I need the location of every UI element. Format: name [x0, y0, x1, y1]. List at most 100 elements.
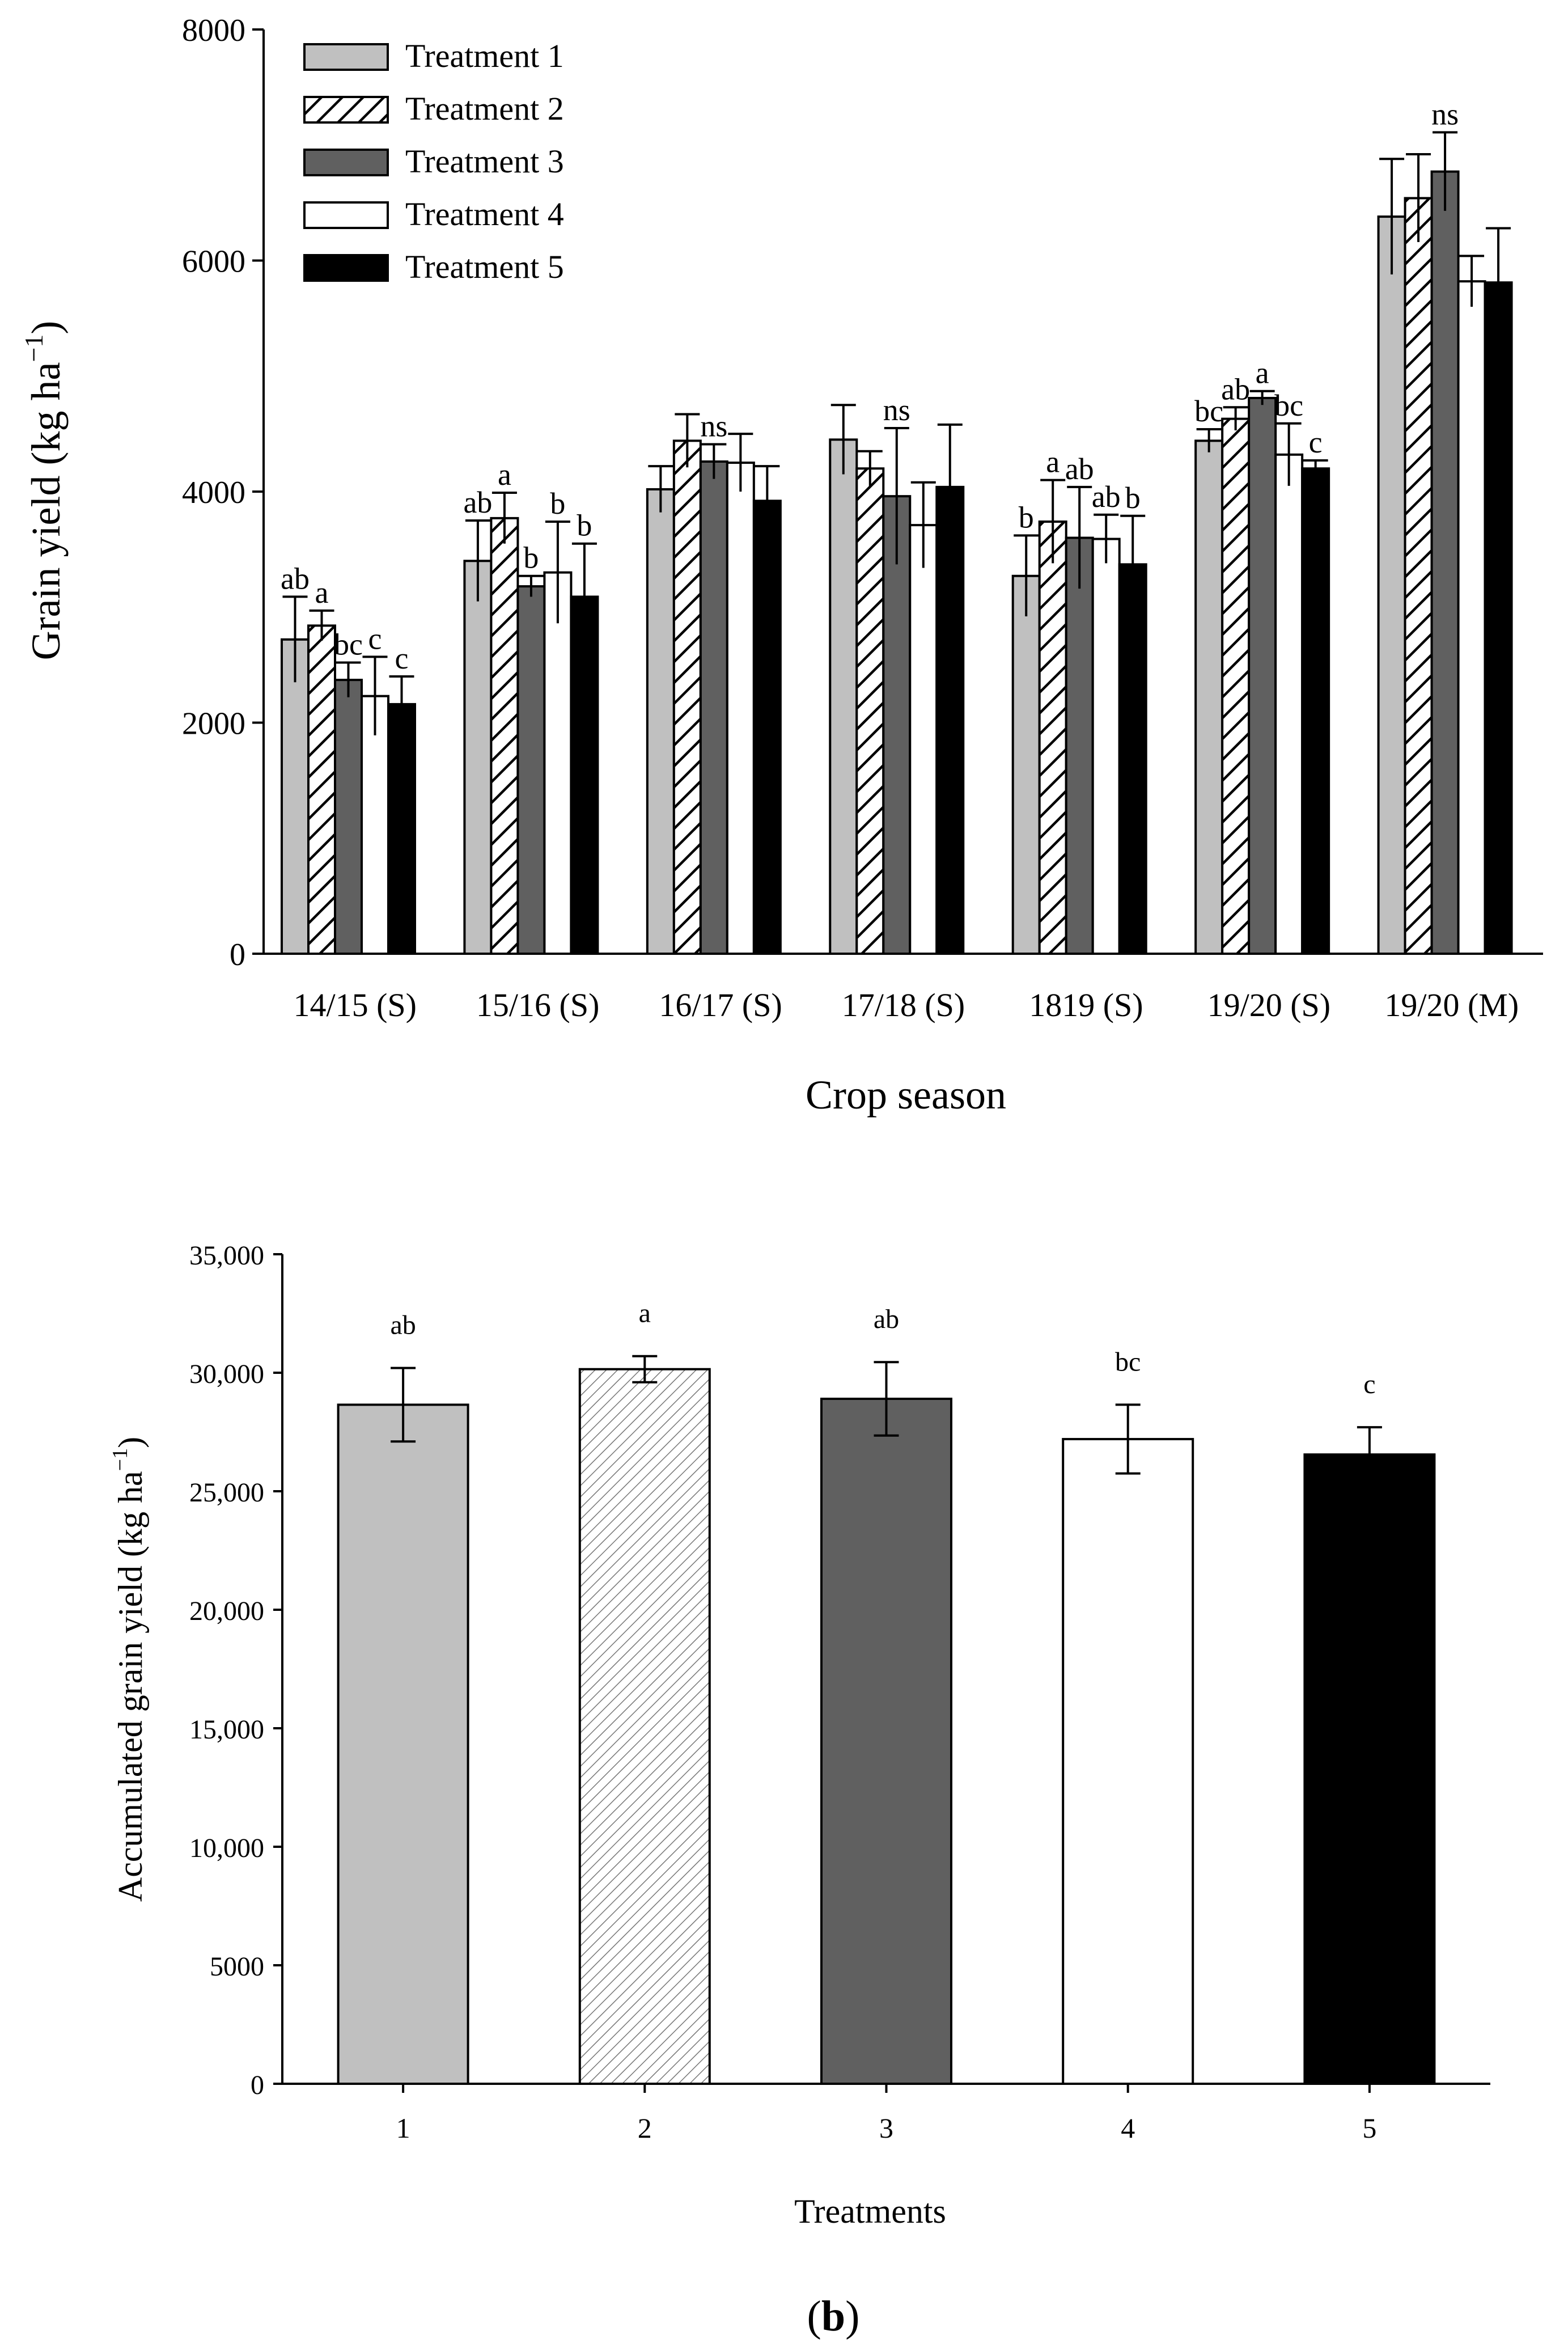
x-tick-label: 16/17 (S) — [659, 987, 782, 1023]
y-ticks: 0 5000 10,000 15,000 20,000 25,000 30,000 35,00… — [189, 1241, 282, 2100]
x-axis-title: Crop season — [806, 1072, 1006, 1118]
legend: Treatment 1 Treatment 2 Treatment 3 Treatme… — [303, 37, 564, 285]
bar — [1430, 170, 1460, 955]
bar — [1274, 453, 1304, 955]
significance-letter: bc — [1194, 394, 1223, 428]
bar — [463, 560, 493, 955]
bar — [543, 571, 573, 955]
x-tick-label: 17/18 (S) — [842, 987, 965, 1023]
significance-letter: b — [577, 509, 592, 543]
bar — [1065, 536, 1094, 955]
legend-label: Treatment 5 — [405, 248, 564, 285]
significance-letter: ab — [1065, 452, 1094, 486]
significance-letter: c — [368, 621, 382, 655]
y-tick-label: 6000 — [182, 244, 245, 280]
x-tick-label: 1819 (S) — [1029, 987, 1143, 1023]
significance-letter: ns — [883, 393, 910, 427]
legend-swatch — [303, 201, 389, 229]
bar — [570, 595, 599, 955]
y-tick-label: 25,000 — [189, 1478, 264, 1508]
significance-letter: b — [1125, 481, 1141, 515]
significance-letter: ab — [874, 1304, 899, 1334]
bar — [490, 517, 519, 955]
significance-letter: c — [1363, 1369, 1375, 1399]
grain-yield-chart: Treatment 1 Treatment 2 Treatment 3 Treatme… — [19, 13, 1543, 1118]
significance-letter: bc — [334, 628, 363, 662]
y-tick-label: 5000 — [210, 1952, 264, 1982]
y-tick-label: 10,000 — [189, 1833, 264, 1863]
bar — [935, 485, 965, 955]
bar — [1484, 281, 1513, 955]
significance-letters: ab a ab bc c — [390, 1298, 1375, 1399]
significance-letter: a — [639, 1298, 651, 1329]
significance-letter: a — [1046, 445, 1060, 479]
significance-letter: ab — [463, 485, 492, 519]
bar — [1404, 197, 1433, 955]
bar — [1248, 396, 1277, 955]
bar — [1377, 215, 1406, 955]
significance-letter: a — [1256, 356, 1269, 390]
bar — [1062, 1438, 1194, 2085]
significance-letter: bc — [1274, 388, 1303, 422]
significance-letter: c — [395, 641, 409, 675]
bar — [646, 488, 675, 955]
x-tick-label: 5 — [1362, 2112, 1376, 2144]
y-tick-label: 35,000 — [189, 1241, 264, 1271]
y-tick-label: 8000 — [182, 13, 245, 48]
bar — [699, 460, 728, 955]
bar — [578, 1368, 711, 2085]
significance-letter: b — [523, 541, 539, 575]
legend-label: Treatment 3 — [405, 143, 564, 180]
y-axis-title: Grain yield (kg ha−1) — [19, 321, 69, 661]
bar — [1091, 538, 1121, 955]
x-tick-labels: 1 2 3 4 5 — [396, 2084, 1376, 2144]
accumulated-yield-chart: 0 5000 10,000 15,000 20,000 25,000 30,000 35,00… — [108, 1241, 1490, 2340]
bar — [1457, 280, 1486, 955]
x-tick-label: 3 — [879, 2112, 893, 2144]
bar — [1118, 563, 1147, 955]
bar — [820, 1397, 952, 2085]
x-tick-label: 19/20 (S) — [1207, 987, 1331, 1023]
x-tick-label: 19/20 (M) — [1384, 987, 1519, 1023]
bar — [726, 462, 755, 955]
legend-swatch — [303, 43, 389, 71]
bar — [855, 467, 885, 955]
legend-swatch — [303, 96, 389, 124]
y-tick-label: 2000 — [182, 706, 245, 742]
bar — [334, 679, 363, 955]
y-tick-label: 4000 — [182, 475, 245, 510]
y-tick-label: 20,000 — [189, 1596, 264, 1626]
y-tick-label: 0 — [251, 2070, 264, 2100]
significance-letter: bc — [1115, 1347, 1141, 1377]
legend-swatch — [303, 254, 389, 282]
bar — [361, 695, 389, 955]
significance-letter: ab — [1221, 372, 1250, 406]
bar — [1194, 439, 1224, 955]
bar — [672, 439, 702, 955]
significance-letter: c — [1309, 425, 1323, 459]
legend-label: Treatment 2 — [405, 90, 564, 127]
significance-letter: b — [550, 486, 565, 521]
bar — [752, 500, 782, 955]
significance-letter: b — [1019, 500, 1034, 534]
significance-letter: a — [315, 576, 329, 610]
legend-label: Treatment 1 — [405, 37, 564, 74]
bar — [1301, 467, 1330, 955]
bars — [281, 170, 1513, 955]
bar — [387, 703, 416, 955]
significance-letter: ab — [281, 561, 310, 595]
significance-letter: ab — [390, 1310, 416, 1340]
legend-label: Treatment 4 — [405, 196, 564, 232]
bar — [1011, 574, 1041, 955]
y-ticks: 0 2000 4000 6000 8000 — [182, 13, 264, 972]
significance-letter: a — [498, 458, 511, 492]
bar — [337, 1403, 469, 2085]
bar — [829, 438, 858, 955]
bar — [1221, 417, 1251, 955]
bar — [307, 624, 336, 955]
y-tick-label: 30,000 — [189, 1359, 264, 1389]
bars — [337, 1368, 1436, 2085]
y-tick-label: 15,000 — [189, 1715, 264, 1745]
